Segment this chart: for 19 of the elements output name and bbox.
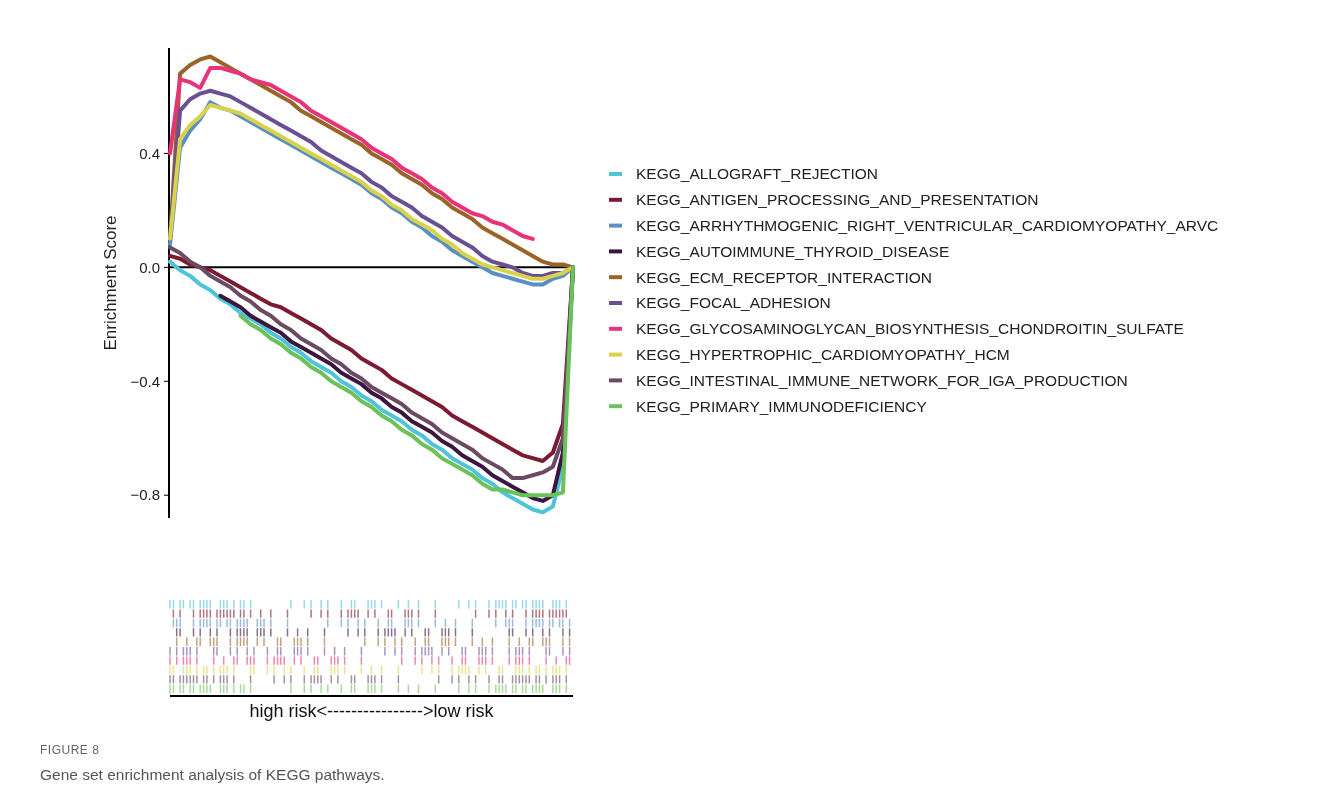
y-axis-title: Enrichment Score — [101, 215, 120, 351]
legend-label: KEGG_ALLOGRAFT_REJECTION — [636, 165, 879, 183]
caption: FIGURE 8 — [40, 743, 100, 757]
y-tick-label: 0.0 — [139, 258, 160, 276]
line-series — [168, 65, 535, 241]
legend-label: KEGG_GLYCOSAMINOGLYCAN_BIOSYNTHESIS_CHONDROITIN_SULFATE — [636, 320, 1184, 338]
legend-label: KEGG_INTESTINAL_IMMUNE_NETWORK_FOR_IGA_PRODUCTION — [636, 371, 1128, 389]
legend-label: KEGG_ARRHYTHMOGENIC_RIGHT_VENTRICULAR_CARDIOMYOPATHY_ARVC — [636, 217, 1219, 235]
y-tick-label: 0.4 — [139, 144, 160, 162]
legend-label: KEGG_ANTIGEN_PROCESSING_AND_PRESENTATION — [636, 191, 1039, 209]
legend-label: KEGG_ECM_RECEPTOR_INTERACTION — [636, 268, 932, 286]
y-tick-label: −0.8 — [130, 486, 160, 504]
legend-label: KEGG_FOCAL_ADHESION — [636, 294, 831, 312]
legend-label: KEGG_AUTOIMMUNE_THYROID_DISEASE — [636, 242, 950, 260]
text: high risk<---------------->low risk — [249, 701, 495, 721]
legend-label: KEGG_PRIMARY_IMMUNODEFICIENCY — [636, 397, 927, 415]
legend-label: KEGG_HYPERTROPHIC_CARDIOMYOPATHY_HCM — [636, 346, 1010, 364]
y-tick-label: −0.4 — [130, 372, 160, 390]
text: Gene set enrichment analysis of KEGG pathways. — [40, 766, 385, 783]
